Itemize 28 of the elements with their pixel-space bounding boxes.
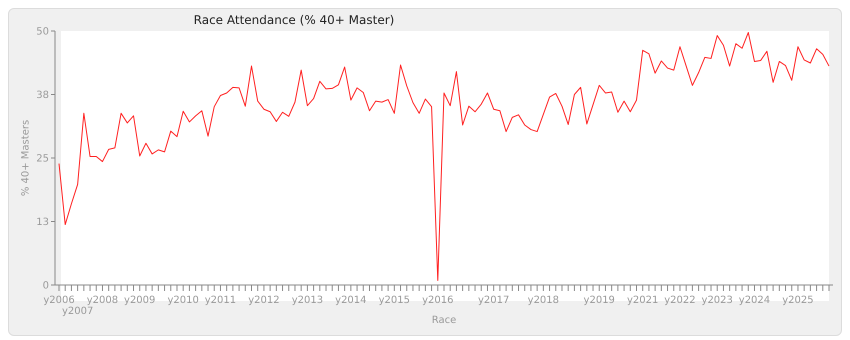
y-tick-label: 50 bbox=[36, 26, 49, 38]
x-tick-label: y2016 bbox=[422, 295, 454, 306]
x-tick-label: y2008 bbox=[86, 295, 118, 306]
x-tick-label: y2022 bbox=[664, 295, 696, 306]
x-tick-label: y2025 bbox=[782, 295, 814, 306]
y-tick-label: 38 bbox=[36, 90, 49, 102]
x-tick-label: y2009 bbox=[124, 295, 156, 306]
y-axis-title: % 40+ Masters bbox=[20, 120, 32, 196]
x-tick-label: y2007 bbox=[62, 306, 94, 317]
line-series bbox=[58, 32, 830, 281]
y-tick-label: 25 bbox=[36, 154, 49, 165]
y-tick-label: 13 bbox=[36, 217, 49, 228]
x-tick-label: y2015 bbox=[378, 295, 410, 306]
x-tick-label: y2023 bbox=[702, 295, 733, 306]
x-tick-label: y2024 bbox=[738, 295, 770, 306]
chart-title: Race Attendance (% 40+ Master) bbox=[192, 13, 396, 27]
x-tick-label: y2012 bbox=[248, 295, 280, 306]
x-tick-label: y2006 bbox=[43, 295, 75, 306]
x-tick-label: y2013 bbox=[292, 295, 324, 306]
x-axis-title: Race bbox=[432, 315, 456, 326]
x-tick-label: y2017 bbox=[478, 295, 510, 306]
x-tick-label: y2018 bbox=[528, 295, 560, 306]
x-tick-label: y2019 bbox=[584, 295, 615, 306]
x-tick-label: y2021 bbox=[627, 295, 658, 306]
x-tick-label: y2010 bbox=[168, 295, 199, 306]
x-tick-label: y2011 bbox=[204, 295, 236, 306]
x-tick-label: y2014 bbox=[335, 295, 367, 306]
y-tick-label: 0 bbox=[42, 280, 49, 292]
